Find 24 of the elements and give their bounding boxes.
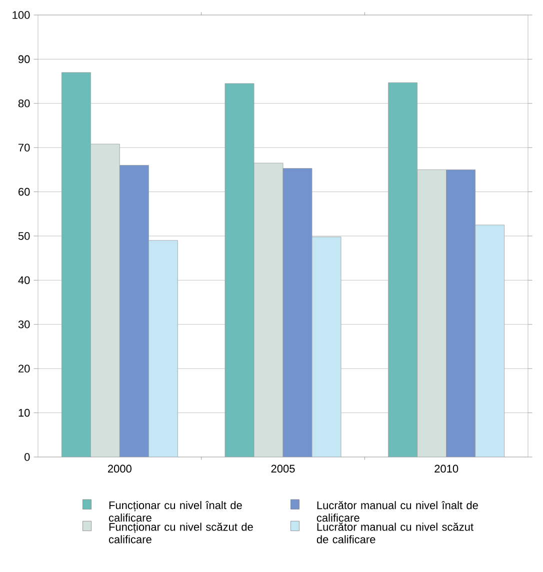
y-tick-label: 70 [18,144,30,152]
bar [475,224,505,457]
bar [148,240,178,457]
x-tick-label: 2000 [108,464,132,473]
bar [224,83,254,457]
y-tick-label: 40 [18,276,30,284]
legend-label: Lucrător manual cu nivel scăzut de calificare [316,522,474,544]
legend-label: Funcționar cu nivel scăzut de calificare [108,522,253,544]
y-tick-label: 60 [18,188,30,196]
y-tick-label: 80 [18,100,30,108]
y-tick-label: 100 [12,11,30,19]
x-tick-label: 2010 [434,464,458,473]
y-tick-label: 0 [24,453,30,461]
x-tick-label: 2005 [271,464,295,473]
bar [312,236,342,457]
y-tick-label: 30 [18,320,30,328]
y-tick-label: 90 [18,55,30,64]
bar [388,82,418,457]
y-tick-label: 20 [18,364,30,372]
legend-label: Funcționar cu nivel înalt de calificare [108,501,242,522]
y-tick-label: 10 [18,408,30,417]
y-tick-label: 50 [18,232,30,240]
legend-label: Lucrător manual cu nivel înalt de calificare [316,500,478,522]
bar [61,72,91,457]
